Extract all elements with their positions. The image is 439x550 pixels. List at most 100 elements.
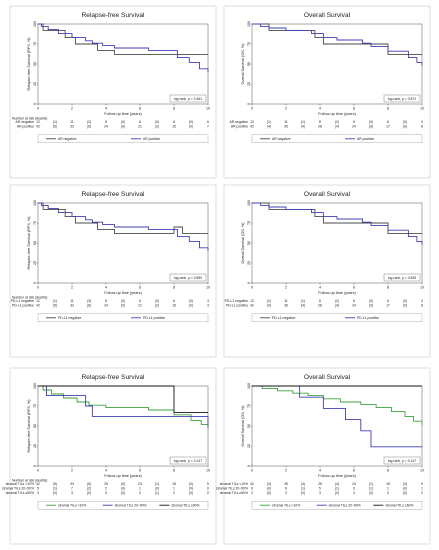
- risk-cell: (0): [267, 486, 271, 490]
- legend-label: stromal TILs ≥50%: [171, 503, 199, 507]
- risk-cell: 42: [36, 482, 40, 486]
- y-tick-label: 25: [247, 261, 251, 265]
- risk-cell: (5): [87, 482, 91, 486]
- risk-cell: (2): [335, 299, 339, 303]
- risk-cell: 12: [36, 120, 40, 124]
- legend-label: AR positive: [357, 137, 374, 141]
- panel-title: Overall Survival: [304, 191, 351, 198]
- km-panel-1: Relapse-free Survival0255075100Relapse-f…: [9, 5, 217, 179]
- risk-cell: 15: [172, 124, 176, 128]
- y-tick-label: 0: [33, 465, 37, 467]
- risk-cell: 35: [284, 482, 288, 486]
- risk-cell: (0): [121, 482, 125, 486]
- y-tick-label: 50: [33, 62, 37, 66]
- y-tick-label: 0: [247, 103, 251, 105]
- risk-cell: 9: [285, 486, 287, 490]
- risk-cell: 21: [138, 303, 142, 307]
- risk-cell: (1): [155, 482, 159, 486]
- x-tick-label: 6: [353, 469, 355, 473]
- km-panel-3: Relapse-free Survival0255075100Relapse-f…: [9, 184, 217, 358]
- risk-cell: 18: [172, 482, 176, 486]
- risk-cell: 2: [421, 491, 423, 495]
- risk-cell: 42: [36, 303, 40, 307]
- risk-row-label: stromal TILs 20–50%: [216, 486, 248, 490]
- risk-cell: 5: [319, 486, 321, 490]
- risk-cell: 6: [387, 120, 389, 124]
- risk-cell: 24: [104, 124, 108, 128]
- km-curve-3: [38, 385, 208, 413]
- risk-cell: (1): [267, 120, 271, 124]
- risk-cell: (3): [87, 120, 91, 124]
- y-tick-label: 100: [247, 200, 251, 206]
- risk-cell: 8: [421, 303, 423, 307]
- y-tick-label: 0: [247, 282, 251, 284]
- risk-cell: 35: [284, 303, 288, 307]
- y-axis-label: Overall Survival (OS, %): [241, 43, 245, 85]
- pvalue-label: log-rank, p = 0.147: [388, 459, 416, 463]
- risk-row-label: PD-L1 positive: [226, 303, 248, 307]
- risk-cell: (0): [301, 491, 305, 495]
- risk-cell: 28: [318, 303, 322, 307]
- risk-cell: 28: [318, 482, 322, 486]
- x-axis-label: Follow-up time (years): [104, 112, 142, 116]
- x-tick-label: 10: [420, 107, 424, 111]
- x-tick-label: 4: [105, 469, 107, 473]
- risk-cell: 2: [105, 486, 107, 490]
- risk-row-label: PD-L1 negative: [11, 299, 34, 303]
- risk-cell: (2): [155, 124, 159, 128]
- risk-cell: 11: [284, 299, 288, 303]
- x-tick-label: 0: [251, 469, 253, 473]
- legend-box: [37, 134, 209, 144]
- y-tick-label: 50: [33, 424, 37, 428]
- risk-cell: 23: [138, 482, 142, 486]
- km-curve-1: [38, 202, 208, 234]
- plot-area: [251, 202, 423, 284]
- risk-cell: (3): [369, 303, 373, 307]
- risk-cell: (1): [53, 120, 57, 124]
- risk-cell: 6: [173, 120, 175, 124]
- risk-row-label: AR negative: [16, 120, 35, 124]
- risk-cell: 3: [319, 491, 321, 495]
- risk-cell: 6: [173, 299, 175, 303]
- risk-cell: 3: [387, 491, 389, 495]
- y-tick-label: 75: [33, 404, 37, 408]
- risk-cell: (1): [369, 486, 373, 490]
- pvalue-box: [169, 456, 207, 465]
- x-tick-label: 8: [173, 469, 175, 473]
- risk-row-label: stromal TILs ≥50%: [6, 491, 34, 495]
- risk-cell: 11: [70, 120, 74, 124]
- risk-cell: 24: [352, 124, 356, 128]
- risk-row-label: stromal TILs ≥50%: [220, 491, 248, 495]
- km-curve-2: [252, 385, 422, 448]
- risk-cell: 5: [207, 482, 209, 486]
- risk-cell: 28: [318, 124, 322, 128]
- x-tick-label: 0: [251, 107, 253, 111]
- y-axis-label: Relapse-free Survival (RFS, %): [27, 216, 31, 270]
- risk-cell: (1): [301, 120, 305, 124]
- risk-cell: (0): [121, 486, 125, 490]
- risk-cell: (0): [403, 299, 407, 303]
- risk-cell: 17: [386, 124, 390, 128]
- pvalue-label: log-rank, p = 0.461: [174, 97, 202, 101]
- x-tick-label: 2: [285, 286, 287, 290]
- km-panel-5: Relapse-free Survival0255075100Relapse-f…: [2, 367, 217, 545]
- panel-title: Overall Survival: [304, 12, 351, 19]
- risk-cell: 8: [105, 120, 107, 124]
- risk-cell: 1: [387, 486, 389, 490]
- y-tick-label: 100: [33, 200, 37, 206]
- risk-cell: 1: [139, 486, 141, 490]
- legend-label: PD-L1 positive: [357, 316, 379, 320]
- x-tick-label: 10: [420, 286, 424, 290]
- legend-label: PD-L1 negative: [272, 316, 295, 320]
- y-tick-label: 0: [247, 465, 251, 467]
- y-tick-label: 75: [33, 42, 37, 46]
- panel-title: Overall Survival: [304, 374, 351, 381]
- km-curve-1: [252, 385, 423, 426]
- legend-label: PD-L1 positive: [143, 316, 165, 320]
- x-tick-label: 4: [319, 469, 321, 473]
- risk-cell: 7: [71, 486, 73, 490]
- risk-cell: (5): [53, 482, 57, 486]
